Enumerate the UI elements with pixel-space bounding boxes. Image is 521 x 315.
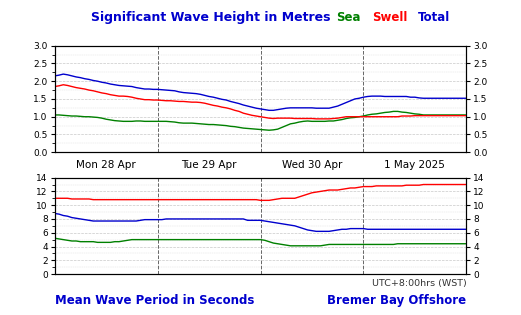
Text: Tue 29 Apr: Tue 29 Apr xyxy=(181,160,237,170)
Text: Bremer Bay Offshore: Bremer Bay Offshore xyxy=(327,294,466,307)
Text: Wed 30 Apr: Wed 30 Apr xyxy=(282,160,342,170)
Text: Mon 28 Apr: Mon 28 Apr xyxy=(76,160,136,170)
Text: Total: Total xyxy=(418,11,450,24)
Text: Swell: Swell xyxy=(373,11,408,24)
Text: 1 May 2025: 1 May 2025 xyxy=(384,160,445,170)
Text: Mean Wave Period in Seconds: Mean Wave Period in Seconds xyxy=(55,294,254,307)
Text: UTC+8:00hrs (WST): UTC+8:00hrs (WST) xyxy=(371,279,466,288)
Text: Significant Wave Height in Metres: Significant Wave Height in Metres xyxy=(91,11,331,24)
Text: Sea: Sea xyxy=(336,11,361,24)
